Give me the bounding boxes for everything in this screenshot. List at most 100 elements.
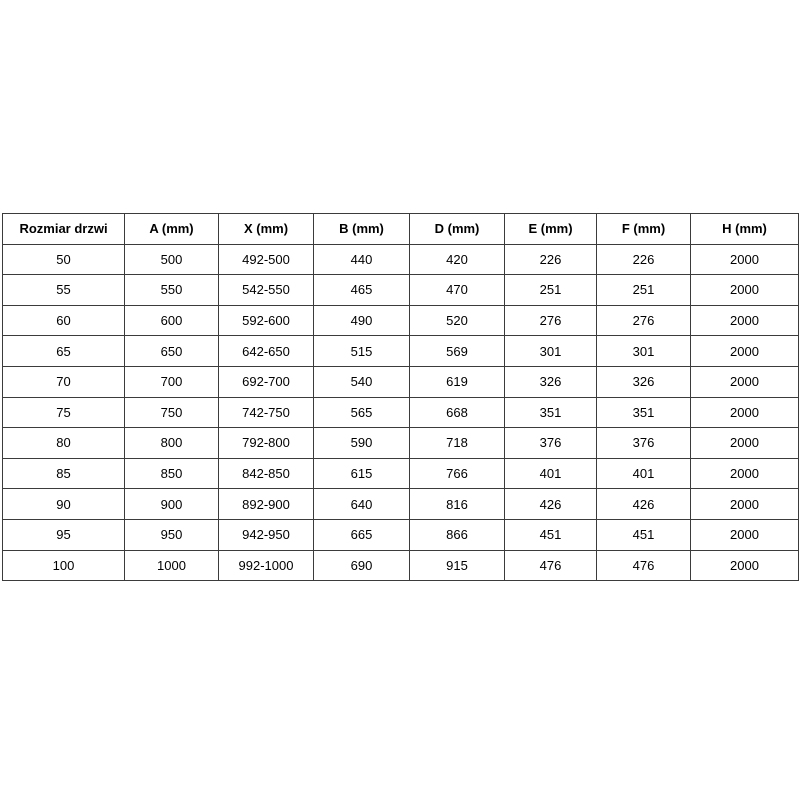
table-cell: 892-900 (218, 488, 314, 520)
table-cell: 301 (504, 335, 597, 367)
table-cell: 401 (596, 457, 691, 490)
table-row: 85 850 842-850 615 766 401 401 2000 (2, 457, 799, 490)
table-row: 60 600 592-600 490 520 276 276 2000 (2, 304, 799, 337)
table-cell: 640 (313, 488, 410, 520)
table-cell: 842-850 (218, 457, 314, 490)
table-cell: 276 (504, 304, 597, 337)
table-cell: 565 (313, 396, 410, 429)
table-cell: 700 (124, 365, 219, 398)
table-cell: 2000 (690, 243, 799, 276)
table-cell: 326 (504, 365, 597, 398)
header-row: Rozmiar drzwi A (mm) X (mm) B (mm) D (mm) E (… (2, 213, 799, 245)
table-cell: 2000 (690, 274, 799, 306)
table-cell: 600 (124, 304, 219, 337)
table-cell: 301 (596, 335, 691, 367)
table-cell: 2000 (690, 335, 799, 367)
table-cell: 451 (596, 518, 691, 551)
table-cell: 440 (313, 243, 410, 276)
table-cell: 742-750 (218, 396, 314, 429)
table-cell: 2000 (690, 396, 799, 429)
table-cell: 226 (504, 243, 597, 276)
table-cell: 800 (124, 427, 219, 459)
table-row: 50 500 492-500 440 420 226 226 2000 (2, 243, 799, 276)
table-row: 65 650 642-650 515 569 301 301 2000 (2, 335, 799, 367)
table-cell: 476 (504, 549, 597, 582)
table-cell: 866 (409, 518, 505, 551)
table-row: 100 1000 992-1000 690 915 476 476 2000 (2, 549, 799, 582)
table-cell: 692-700 (218, 365, 314, 398)
table-cell: 426 (504, 488, 597, 520)
table-cell: 1000 (124, 549, 219, 582)
table-cell: 60 (2, 304, 125, 337)
column-header: D (mm) (409, 213, 505, 245)
table-cell: 426 (596, 488, 691, 520)
table-cell: 2000 (690, 457, 799, 490)
table-cell: 550 (124, 274, 219, 306)
table-cell: 792-800 (218, 427, 314, 459)
table-cell: 326 (596, 365, 691, 398)
table-cell: 750 (124, 396, 219, 429)
table-cell: 816 (409, 488, 505, 520)
table-cell: 95 (2, 518, 125, 551)
table-cell: 465 (313, 274, 410, 306)
table-cell: 520 (409, 304, 505, 337)
table-row: 75 750 742-750 565 668 351 351 2000 (2, 396, 799, 429)
table-cell: 492-500 (218, 243, 314, 276)
table-cell: 351 (596, 396, 691, 429)
table-cell: 900 (124, 488, 219, 520)
table-cell: 276 (596, 304, 691, 337)
table-row: 90 900 892-900 640 816 426 426 2000 (2, 488, 799, 520)
table-cell: 592-600 (218, 304, 314, 337)
table-row: 95 950 942-950 665 866 451 451 2000 (2, 518, 799, 551)
table-cell: 2000 (690, 304, 799, 337)
table-cell: 75 (2, 396, 125, 429)
column-header: E (mm) (504, 213, 597, 245)
table-cell: 226 (596, 243, 691, 276)
table-cell: 2000 (690, 427, 799, 459)
table-cell: 690 (313, 549, 410, 582)
table-cell: 65 (2, 335, 125, 367)
table-cell: 718 (409, 427, 505, 459)
table-cell: 50 (2, 243, 125, 276)
table-cell: 619 (409, 365, 505, 398)
table-cell: 451 (504, 518, 597, 551)
table-cell: 251 (504, 274, 597, 306)
table-cell: 668 (409, 396, 505, 429)
table-cell: 376 (504, 427, 597, 459)
table-row: 70 700 692-700 540 619 326 326 2000 (2, 365, 799, 398)
table-cell: 850 (124, 457, 219, 490)
table-cell: 476 (596, 549, 691, 582)
table-cell: 251 (596, 274, 691, 306)
table-row: 55 550 542-550 465 470 251 251 2000 (2, 274, 799, 306)
table-cell: 915 (409, 549, 505, 582)
column-header: H (mm) (690, 213, 799, 245)
table-cell: 569 (409, 335, 505, 367)
table-cell: 2000 (690, 365, 799, 398)
table-cell: 351 (504, 396, 597, 429)
table-cell: 85 (2, 457, 125, 490)
door-size-spec-table: Rozmiar drzwi A (mm) X (mm) B (mm) D (mm) E (… (2, 213, 799, 582)
table-cell: 665 (313, 518, 410, 551)
table-cell: 650 (124, 335, 219, 367)
column-header: B (mm) (313, 213, 410, 245)
table-cell: 992-1000 (218, 549, 314, 582)
table-cell: 642-650 (218, 335, 314, 367)
column-header: X (mm) (218, 213, 314, 245)
table-cell: 2000 (690, 488, 799, 520)
table-cell: 540 (313, 365, 410, 398)
table-cell: 950 (124, 518, 219, 551)
table-cell: 376 (596, 427, 691, 459)
table-cell: 615 (313, 457, 410, 490)
table-cell: 766 (409, 457, 505, 490)
table-cell: 590 (313, 427, 410, 459)
table-cell: 2000 (690, 549, 799, 582)
table-cell: 942-950 (218, 518, 314, 551)
table-cell: 490 (313, 304, 410, 337)
table-cell: 401 (504, 457, 597, 490)
table-cell: 500 (124, 243, 219, 276)
table-cell: 2000 (690, 518, 799, 551)
table-cell: 90 (2, 488, 125, 520)
table-cell: 420 (409, 243, 505, 276)
table-body: 50 500 492-500 440 420 226 226 2000 55 550 542-550… (2, 243, 799, 582)
column-header: Rozmiar drzwi (2, 213, 125, 245)
